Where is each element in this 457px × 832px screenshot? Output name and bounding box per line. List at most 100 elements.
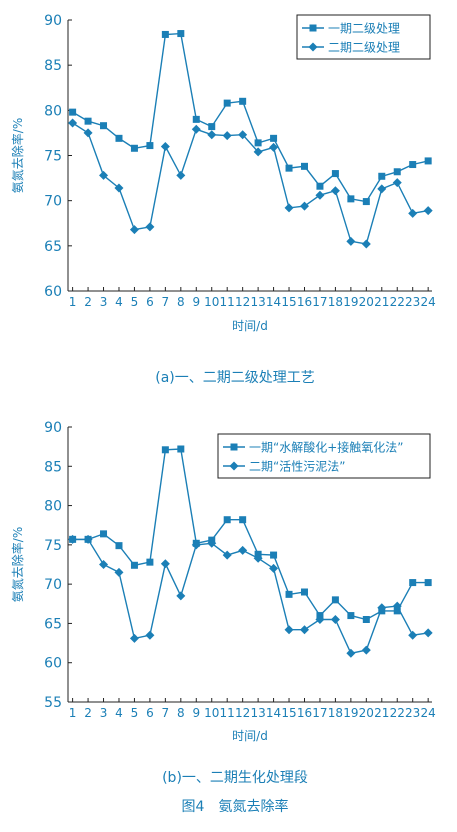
chart-a-series-2-point [346,236,356,246]
chart-a-series-2-point [408,208,418,218]
chart-b-x-tick-label: 20 [359,706,374,720]
chart-b-series-1-point [347,612,355,620]
chart-a-series-2-point [361,239,371,249]
chart-a-series-1-point [69,108,77,116]
chart-b-x-axis-label: 时间/d [232,729,268,743]
chart-b-x-tick-label: 23 [405,706,420,720]
chart-a-legend [296,14,431,60]
chart-a-x-tick-label: 8 [177,295,185,309]
chart-b-x-tick-label: 7 [162,706,170,720]
chart-b-series-1-point [115,542,123,550]
chart-a-series-1-point [378,172,386,180]
chart-b-series-2-point [114,567,124,577]
chart-a-x-tick-label: 2 [84,295,92,309]
chart-a-series-1-point [146,142,154,150]
chart-a-x-tick-label: 18 [328,295,343,309]
chart-a-x-tick-label: 3 [100,295,108,309]
chart-a-series-2-point [160,141,170,151]
chart-b-x-tick-label: 2 [84,706,92,720]
chart-a-series-1-point [192,115,200,123]
chart-b-legend [217,433,431,479]
chart-b-y-tick-label: 60 [44,656,62,672]
chart-a-x-tick-label: 9 [192,295,200,309]
chart-b-series-1-point [177,445,185,453]
chart-a-y-tick-label: 75 [44,149,62,165]
chart-a-series-1-point [393,168,401,176]
chart-a-series-2-point [176,170,186,180]
chart-b-series-2-point [129,633,139,643]
chart-a-series-2-point [315,190,325,200]
chart-a-x-tick-label: 11 [220,295,235,309]
chart-b-x-tick-label: 6 [146,706,154,720]
chart-b-series-2-point [176,591,186,601]
chart-a-series-1-point [161,30,169,38]
chart-b-series-2-point [315,615,325,624]
chart-a-series-1-point [362,198,370,206]
chart-b-series-2-line [72,538,429,655]
chart-a-series-1-point [424,157,432,165]
chart-b-series-2-point [330,615,340,624]
chart-a-series-1-point [300,162,308,170]
chart-b-series-1-point [161,446,169,454]
chart-a-y-axis-label: 氨氮去除率/% [10,118,25,193]
chart-b-series-1-point [393,607,401,615]
chart-a-series-2-point [299,201,309,211]
chart-b-legend-square-icon [230,443,238,451]
chart-a-x-tick-label: 12 [235,295,250,309]
chart-b-legend-diamond-icon [229,461,239,471]
chart-a-x-tick-label: 15 [281,295,296,309]
chart-b-series-2-point [145,630,155,640]
chart-b-x-tick-label: 21 [374,706,389,720]
chart-a-y-tick-label: 60 [44,284,62,300]
chart-b-y-axis-label: 氨氮去除率/% [10,527,25,602]
chart-b-series-1-point [300,588,308,596]
chart-b-series-2-point [222,550,232,560]
chart-b-y-tick-label: 65 [44,616,62,632]
chart-b-x-tick-label: 5 [131,706,139,720]
chart-b-series-2-point [83,534,93,544]
chart-a-series-2-point [423,206,433,216]
chart-a-series-2-point [392,178,402,188]
chart-a-series-2-point [191,124,201,134]
chart-a-series-2-point [68,118,78,128]
chart-a-y-tick-label: 90 [44,13,62,29]
chart-a-x-tick-label: 6 [146,295,154,309]
chart-a-x-tick-label: 22 [390,295,405,309]
chart-a-y-tick-label: 85 [44,58,62,74]
chart-b-y-tick-label: 75 [44,538,62,554]
chart-b-x-tick-label: 18 [328,706,343,720]
chart-b-x-tick-label: 4 [115,706,123,720]
chart-b-series-2-point [160,559,170,569]
chart-a-x-tick-label: 16 [297,295,312,309]
chart-b-x-tick-label: 12 [235,706,250,720]
chart-a-series-1-point [115,134,123,142]
chart-a-x-axis-label: 时间/d [232,319,268,333]
chart-b-x-tick-label: 24 [421,706,436,720]
chart-a-x-tick-label: 17 [312,295,327,309]
chart-b-x-tick-label: 22 [390,706,405,720]
chart-b-series-2-point [361,645,371,655]
chart-a-x-tick-label: 14 [266,295,281,309]
chart-a-series-1-point [316,182,324,190]
chart-b-series-2-point [99,560,109,569]
chart-a-series-1-point [223,99,231,107]
chart-a-series-1-point [239,97,247,105]
chart-a-x-tick-label: 19 [343,295,358,309]
chart-b-y-tick-label: 90 [44,420,62,436]
chart-a-legend-square-icon [309,24,317,32]
chart-a-x-tick-label: 4 [115,295,123,309]
chart-a-series-1-point [409,161,417,169]
chart-b-series-2-point [392,601,402,611]
chart-b-series-1-point [409,579,417,587]
chart-b-series-1-point [146,558,154,566]
chart-b-x-tick-label: 11 [220,706,235,720]
chart-b-series-1-point [362,616,370,623]
chart-b-legend-label: 二期“活性污泥法” [249,460,345,474]
chart-a-x-tick-label: 23 [405,295,420,309]
chart-b-x-tick-label: 15 [281,706,296,720]
chart-a-series-1-point [270,134,278,142]
chart-b-series-1-point [223,516,231,524]
chart-a-series-2-point [129,225,139,235]
